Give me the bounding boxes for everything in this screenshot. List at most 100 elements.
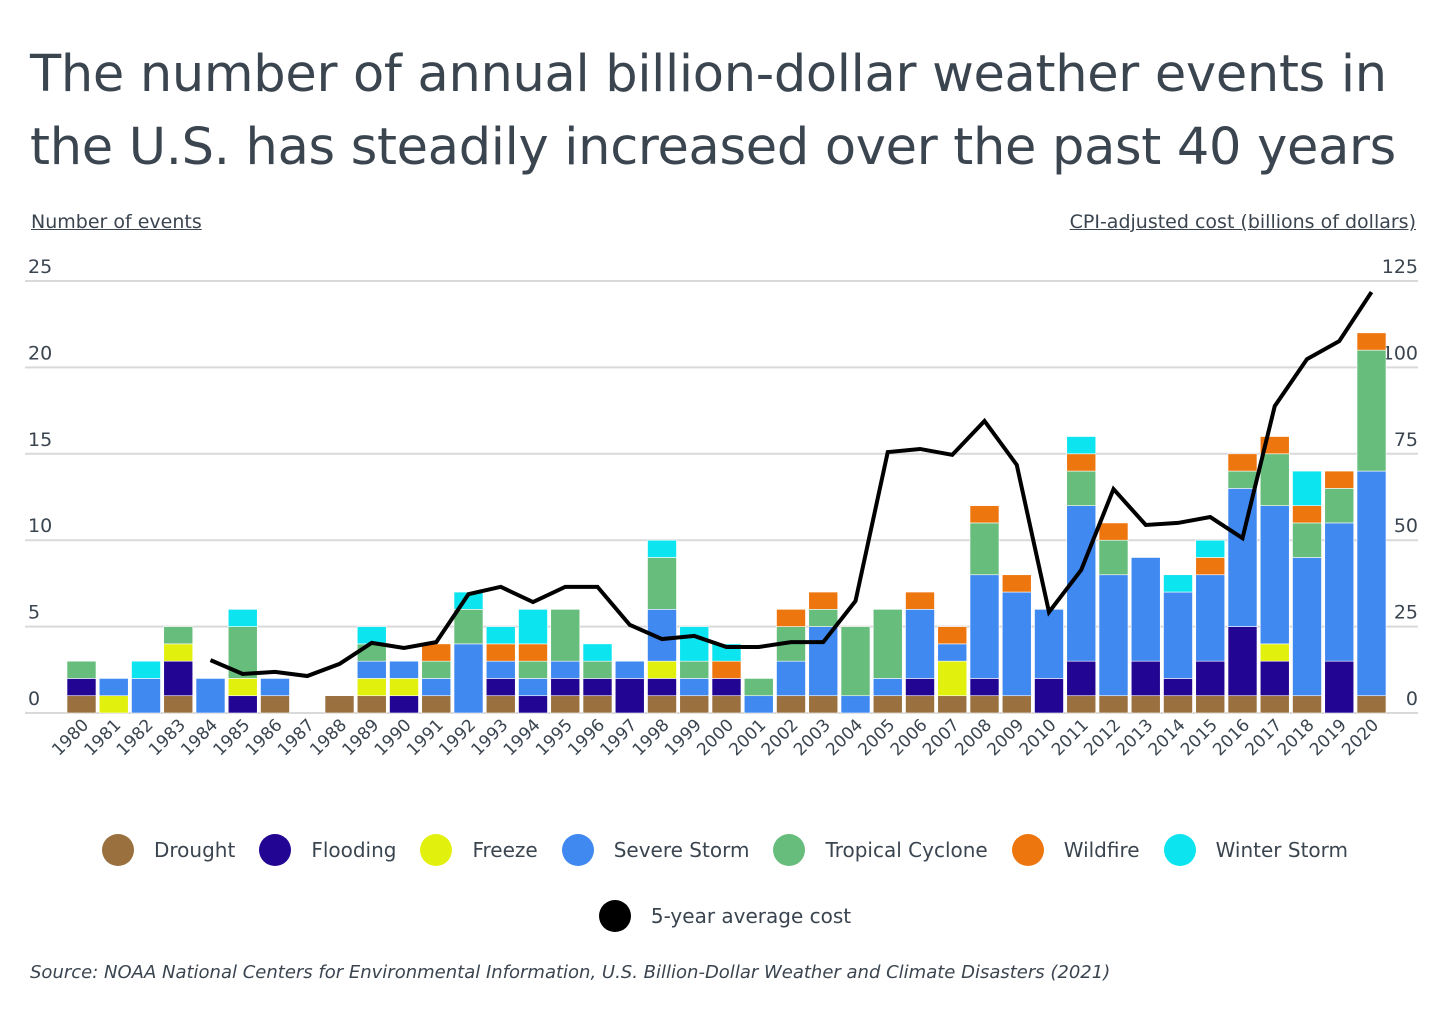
bar-segment-flooding-1990 (389, 695, 419, 714)
bar-segment-drought-2002 (776, 695, 806, 714)
bar-segment-winter-storm-2014 (1163, 574, 1193, 593)
bar-segment-winter-storm-1999 (679, 626, 710, 662)
bar-segment-drought-2009 (1001, 695, 1032, 714)
bar-segment-tropical-cyclone-1980 (66, 660, 97, 679)
bar-segment-severe-storm-2003 (808, 626, 839, 697)
legend-swatch-flooding (259, 834, 292, 866)
legend-item-winter-storm[interactable]: Winter Storm (1163, 834, 1348, 866)
bar-segment-severe-storm-2018 (1292, 557, 1322, 697)
bar-segment-tropical-cyclone-2017 (1259, 453, 1290, 506)
bar-segment-tropical-cyclone-1994 (518, 660, 548, 679)
x-tick-label: 1998 (629, 715, 674, 760)
bar-segment-flooding-2017 (1259, 660, 1290, 697)
bar-segment-drought-2015 (1195, 695, 1226, 714)
bar-segment-flooding-2011 (1066, 660, 1097, 697)
x-tick-label: 2011 (1048, 715, 1093, 760)
bar-segment-severe-storm-2002 (776, 660, 806, 697)
bar-segment-drought-2008 (969, 695, 1000, 714)
bar-segment-severe-storm-1984 (195, 678, 226, 714)
x-tick-label: 2005 (855, 715, 900, 760)
bar-segment-severe-storm-2005 (872, 678, 903, 697)
x-tick-label: 1999 (661, 715, 706, 760)
x-tick-label: 2013 (1113, 715, 1158, 760)
legend-item-freeze[interactable]: Freeze (420, 834, 538, 866)
bar-segment-drought-1996 (582, 695, 613, 714)
legend-item-5-year-average-cost[interactable]: 5-year average cost (598, 900, 851, 932)
legend-line: 5-year average cost (0, 900, 1450, 932)
bar-segment-tropical-cyclone-2001 (743, 678, 774, 697)
bar-segment-flooding-1980 (66, 678, 97, 697)
bar-segment-drought-1988 (324, 695, 355, 714)
bar-segment-drought-2005 (872, 695, 903, 714)
bar-segment-winter-storm-1993 (485, 626, 516, 645)
legend-label: Wildfire (1063, 838, 1140, 862)
legend-label: Drought (154, 838, 236, 862)
bar-segment-drought-2000 (711, 695, 742, 714)
bar-segment-severe-storm-1997 (614, 660, 645, 679)
bar-segment-flooding-2015 (1195, 660, 1226, 697)
bar-segment-tropical-cyclone-1995 (550, 609, 581, 662)
bar-segment-wildfire-2019 (1324, 470, 1355, 489)
bar-segment-wildfire-2012 (1098, 522, 1129, 541)
x-tick-label: 1991 (403, 715, 448, 760)
legend-swatch-tropical-cyclone (773, 834, 806, 866)
bar-segment-tropical-cyclone-2019 (1324, 488, 1355, 524)
bar-segment-drought-2006 (905, 695, 935, 714)
bar-segment-tropical-cyclone-1983 (163, 626, 194, 645)
x-tick-label: 1987 (274, 715, 319, 760)
bar-segment-wildfire-2020 (1356, 332, 1387, 351)
bar-segment-wildfire-2007 (937, 626, 968, 645)
bar-segment-flooding-1996 (582, 678, 613, 697)
bar-segment-drought-2011 (1066, 695, 1097, 714)
bar-segment-severe-storm-2020 (1356, 470, 1387, 697)
bar-segment-flooding-1995 (550, 678, 581, 697)
x-tick-label: 1980 (48, 715, 93, 760)
x-axis-ticks: 1980198119821983198419851986198719881989… (48, 715, 1383, 760)
x-tick-label: 2020 (1338, 715, 1383, 760)
bar-segment-severe-storm-1995 (550, 660, 581, 679)
x-tick-label: 2018 (1274, 715, 1319, 760)
bar-segment-drought-2017 (1259, 695, 1290, 714)
x-tick-label: 1996 (564, 715, 609, 760)
bar-segment-winter-storm-1994 (518, 609, 548, 645)
bar-segment-severe-storm-1992 (453, 643, 484, 714)
bar-segment-wildfire-2000 (711, 660, 742, 679)
bar-segment-tropical-cyclone-2011 (1066, 470, 1097, 506)
bar-segment-flooding-2000 (711, 678, 742, 697)
right-axis-title: CPI-adjusted cost (billions of dollars) (1069, 211, 1416, 233)
legend-item-drought[interactable]: Drought (102, 834, 235, 866)
left-axis-title: Number of events (31, 211, 202, 233)
legend: Drought Flooding Freeze Severe Storm Tro… (0, 834, 1450, 866)
source-note: Source: NOAA National Centers for Enviro… (30, 962, 1111, 983)
bar-segment-severe-storm-2013 (1130, 557, 1161, 662)
x-tick-label: 2002 (758, 715, 803, 760)
x-tick-label: 2016 (1209, 715, 1254, 760)
legend-label: Freeze (472, 838, 538, 862)
legend-item-wildfire[interactable]: Wildfire (1011, 834, 1140, 866)
bar-segment-flooding-2019 (1324, 660, 1355, 714)
bar-segment-flooding-1994 (518, 695, 548, 714)
bar-segment-drought-2003 (808, 695, 839, 714)
bar-segment-drought-2013 (1130, 695, 1161, 714)
legend-item-flooding[interactable]: Flooding (259, 834, 396, 866)
bar-segment-severe-storm-1986 (260, 678, 290, 697)
bar-segment-severe-storm-2008 (969, 574, 1000, 679)
x-tick-label: 2019 (1306, 715, 1351, 760)
bar-segment-flooding-2008 (969, 678, 1000, 697)
bar-segment-tropical-cyclone-2018 (1292, 522, 1322, 558)
bar-segment-tropical-cyclone-1991 (421, 660, 452, 679)
legend-item-severe-storm[interactable]: Severe Storm (561, 834, 749, 866)
bar-segment-winter-storm-1985 (227, 609, 258, 627)
bar-segment-tropical-cyclone-2008 (969, 522, 1000, 576)
bar-segment-severe-storm-1999 (679, 678, 710, 697)
bar-segment-drought-2016 (1227, 695, 1258, 714)
y2-tick-label: 75 (1394, 429, 1418, 451)
bar-segment-tropical-cyclone-2012 (1098, 539, 1129, 576)
bar-segment-flooding-2006 (905, 678, 935, 697)
bar-segment-flooding-1983 (163, 660, 194, 697)
x-tick-label: 1990 (371, 715, 416, 760)
bar-segment-drought-2014 (1163, 695, 1193, 714)
legend-swatch-wildfire (1011, 834, 1044, 866)
legend-item-tropical-cyclone[interactable]: Tropical Cyclone (773, 834, 988, 866)
